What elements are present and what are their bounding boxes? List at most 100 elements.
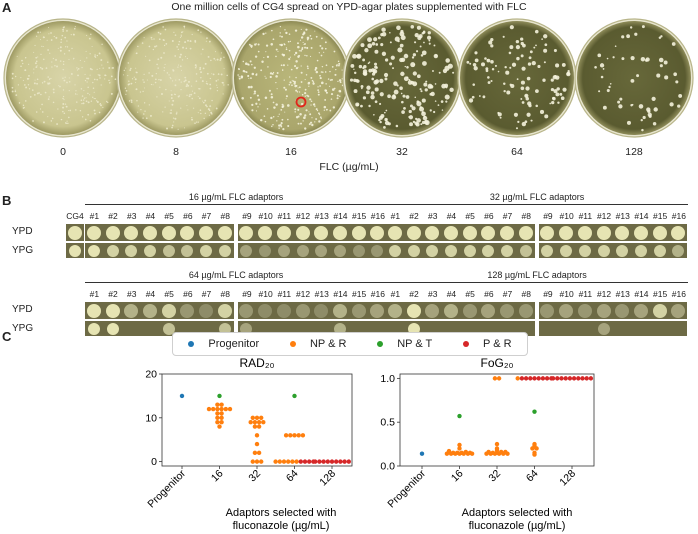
legend-marker	[463, 341, 470, 347]
column-header: #13	[314, 289, 329, 299]
agar-strip	[237, 243, 387, 258]
plate-labels: 0 8 16 32 64 128	[0, 146, 698, 160]
x-tick-label: 16	[209, 468, 226, 485]
colony-spot	[671, 225, 686, 240]
data-point	[215, 402, 220, 407]
y-tick-label: 10	[145, 412, 157, 424]
colony-spot	[296, 244, 309, 257]
colony-spot	[370, 225, 385, 240]
colony-spot	[217, 225, 232, 240]
column-header: #12	[295, 289, 311, 299]
data-point	[519, 376, 525, 381]
column-header: #4	[145, 289, 156, 299]
agar-strip	[85, 243, 234, 258]
y-tick-label: 0.0	[380, 461, 395, 473]
group-title: 16 µg/mL FLC adaptors	[188, 192, 284, 202]
colony-spot	[86, 225, 101, 240]
x-axis-label: fluconazole (µg/mL)	[469, 520, 566, 532]
colony-spot	[314, 303, 329, 318]
colony-spot	[443, 303, 458, 318]
data-point	[550, 376, 556, 381]
data-point	[288, 433, 293, 438]
data-point	[457, 446, 462, 451]
colony-spot	[180, 303, 195, 318]
colony-spot	[559, 225, 574, 240]
data-point	[588, 376, 594, 381]
data-point	[419, 451, 425, 456]
colony-spot	[142, 303, 157, 318]
column-header: #14	[634, 211, 649, 221]
column-header: #11	[277, 211, 292, 221]
colony-spot	[406, 303, 421, 318]
plate-label: 0	[60, 146, 66, 158]
data-point	[292, 393, 297, 399]
group-rule	[85, 204, 388, 205]
column-header: #6	[484, 211, 494, 221]
plate-label: 64	[511, 146, 523, 158]
panel-letter-b: B	[2, 193, 12, 208]
colony-spot	[240, 322, 253, 335]
colony-spot	[276, 303, 291, 318]
data-point	[338, 459, 343, 464]
column-header: #5	[465, 211, 475, 221]
data-point	[532, 452, 537, 457]
data-point	[494, 441, 500, 447]
group-rule	[386, 282, 689, 283]
data-point	[457, 413, 462, 419]
data-point	[307, 459, 312, 464]
colony-spot	[462, 225, 477, 240]
data-point	[302, 459, 308, 464]
colony-spot	[633, 225, 648, 240]
legend-item: P & R	[463, 338, 512, 350]
highlight-circle	[295, 96, 307, 108]
colony-spot	[652, 225, 667, 240]
data-point	[219, 402, 224, 407]
plate-label: 16	[285, 146, 297, 158]
data-point	[342, 459, 347, 464]
plate-label: 32	[396, 146, 408, 158]
column-header: #1	[89, 211, 100, 221]
data-point	[256, 419, 262, 425]
data-point	[584, 376, 589, 381]
column-header: #7	[502, 211, 513, 221]
colony-spot	[87, 244, 100, 257]
data-point	[219, 406, 224, 412]
agar-strip	[85, 224, 234, 241]
colony-spot	[481, 225, 496, 240]
column-header: #7	[201, 289, 212, 299]
data-point	[540, 376, 546, 381]
data-point	[219, 411, 224, 416]
legend-label: P & R	[483, 338, 512, 350]
data-point	[453, 451, 458, 456]
colony-spot	[406, 225, 421, 240]
data-point	[317, 459, 322, 464]
data-point	[444, 451, 450, 456]
colony-spot	[481, 303, 496, 318]
colony-spot	[181, 244, 194, 257]
colony-spot	[106, 322, 119, 335]
column-header: #10	[258, 211, 273, 221]
colony-spot	[106, 244, 119, 257]
petri-plates	[3, 18, 694, 138]
data-point	[219, 419, 224, 425]
column-header: #8	[220, 289, 230, 299]
column-header: #9	[242, 211, 252, 221]
colony-spot	[370, 303, 385, 318]
colony-spot	[540, 225, 555, 240]
colony-spot	[142, 225, 157, 240]
petri-plate-8	[116, 18, 236, 138]
data-point	[503, 449, 508, 455]
data-point	[215, 411, 220, 416]
colony-spot	[333, 244, 346, 257]
colony-spot	[332, 303, 347, 318]
colony-spot	[518, 303, 533, 318]
colony-spot	[67, 225, 82, 240]
data-point	[329, 459, 335, 464]
colony-spot	[596, 225, 611, 240]
data-point	[580, 376, 585, 381]
y-tick-label: 1.0	[380, 373, 395, 385]
x-tick-label: 128	[317, 468, 338, 489]
column-header: #3	[428, 289, 438, 299]
column-header: #14	[634, 289, 649, 299]
agar-strip	[386, 302, 535, 319]
